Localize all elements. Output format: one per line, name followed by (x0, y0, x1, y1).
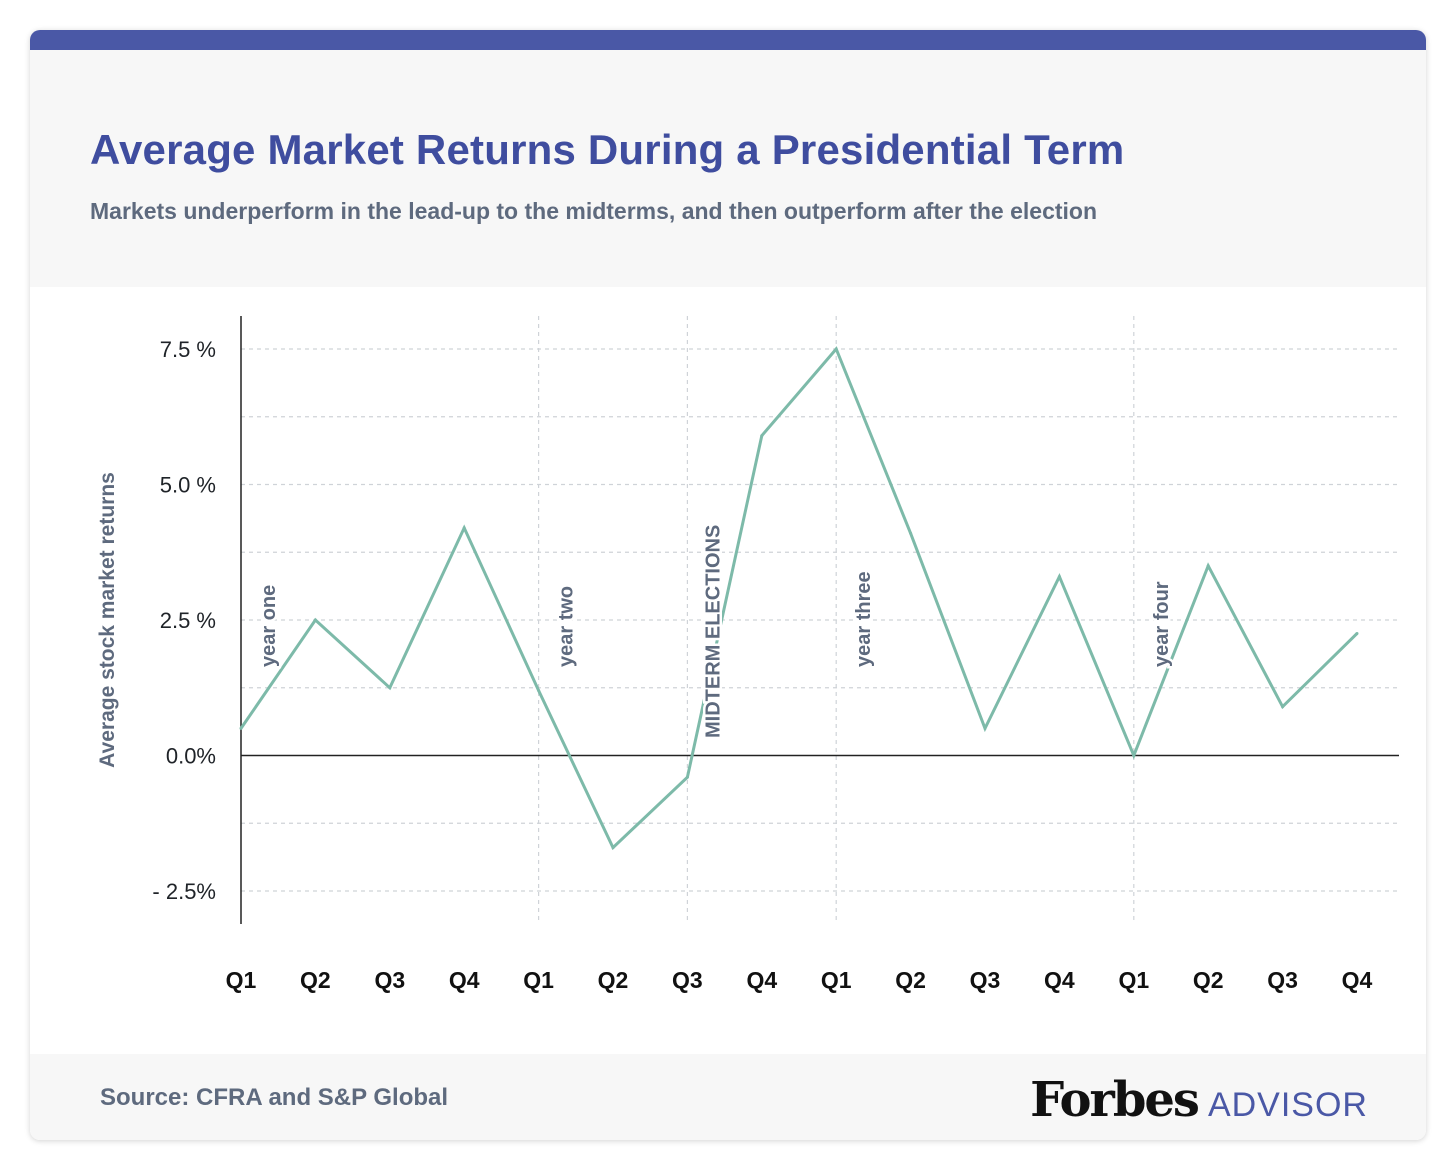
data-point (611, 846, 615, 850)
y-tick-label: - 2.5% (152, 879, 216, 904)
logo-advisor: ADVISOR (1207, 1086, 1368, 1124)
data-point (313, 618, 317, 622)
x-tick-label: Q4 (1044, 967, 1075, 993)
data-point (909, 531, 913, 535)
x-tick-label: Q3 (1267, 967, 1298, 993)
annotation-label: year four (1151, 581, 1173, 667)
annotation-label: year two (556, 586, 578, 667)
data-point (462, 526, 466, 530)
x-tick-label: Q2 (1193, 967, 1224, 993)
data-point (1355, 632, 1359, 636)
data-point (1281, 705, 1285, 709)
logo-forbes: Forbes (1030, 1072, 1200, 1128)
data-point (834, 347, 838, 351)
data-point (1132, 754, 1136, 757)
forbes-advisor-logo: Forbes ADVISOR (1030, 1072, 1368, 1128)
series-line (239, 346, 1359, 851)
x-tick-label: Q3 (374, 967, 405, 993)
data-point (685, 775, 689, 779)
data-point (388, 686, 392, 690)
data-point (537, 688, 541, 692)
annotation-label: year one (258, 585, 280, 667)
x-tick-label: Q1 (821, 967, 852, 993)
x-tick-label: Q1 (1118, 967, 1149, 993)
y-tick-label: 2.5 % (160, 608, 216, 633)
annotation-label: year three (853, 571, 875, 667)
chart-footer: Source: CFRA and S&P Global Forbes ADVISO… (30, 1054, 1426, 1140)
chart-card: Average Market Returns During a Presiden… (30, 30, 1426, 1140)
y-tick-label: 7.5 % (160, 337, 216, 362)
x-tick-label: Q3 (672, 967, 703, 993)
data-point (239, 726, 243, 730)
x-tick-label: Q4 (1342, 967, 1373, 993)
line-chart: 7.5 % 5.0 % 2.5 % 0.0% - 2.5% Average stock m… (96, 316, 1399, 993)
chart-title: Average Market Returns During a Presiden… (90, 126, 1125, 173)
annotation-label: MIDTERM ELECTIONS (702, 525, 724, 738)
chart-header: Average Market Returns During a Presiden… (30, 50, 1426, 287)
accent-bar (30, 30, 1426, 50)
x-tick-label: Q2 (300, 967, 331, 993)
source-note: Source: CFRA and S&P Global (100, 1084, 449, 1111)
x-tick-label: Q2 (895, 967, 926, 993)
x-tick-label: Q1 (523, 967, 554, 993)
y-axis-title: Average stock market returns (96, 472, 119, 768)
data-point (1206, 564, 1210, 568)
data-point (983, 726, 987, 730)
chart-subtitle: Markets underperform in the lead-up to t… (90, 198, 1098, 224)
y-tick-label: 5.0 % (160, 473, 216, 498)
data-point (1057, 575, 1061, 579)
x-tick-label: Q4 (449, 967, 480, 993)
data-point (760, 434, 764, 438)
x-tick-label: Q1 (226, 967, 257, 993)
x-tick-label: Q4 (746, 967, 777, 993)
x-tick-label: Q3 (970, 967, 1001, 993)
x-tick-label: Q2 (598, 967, 629, 993)
y-tick-label: 0.0% (166, 744, 216, 769)
